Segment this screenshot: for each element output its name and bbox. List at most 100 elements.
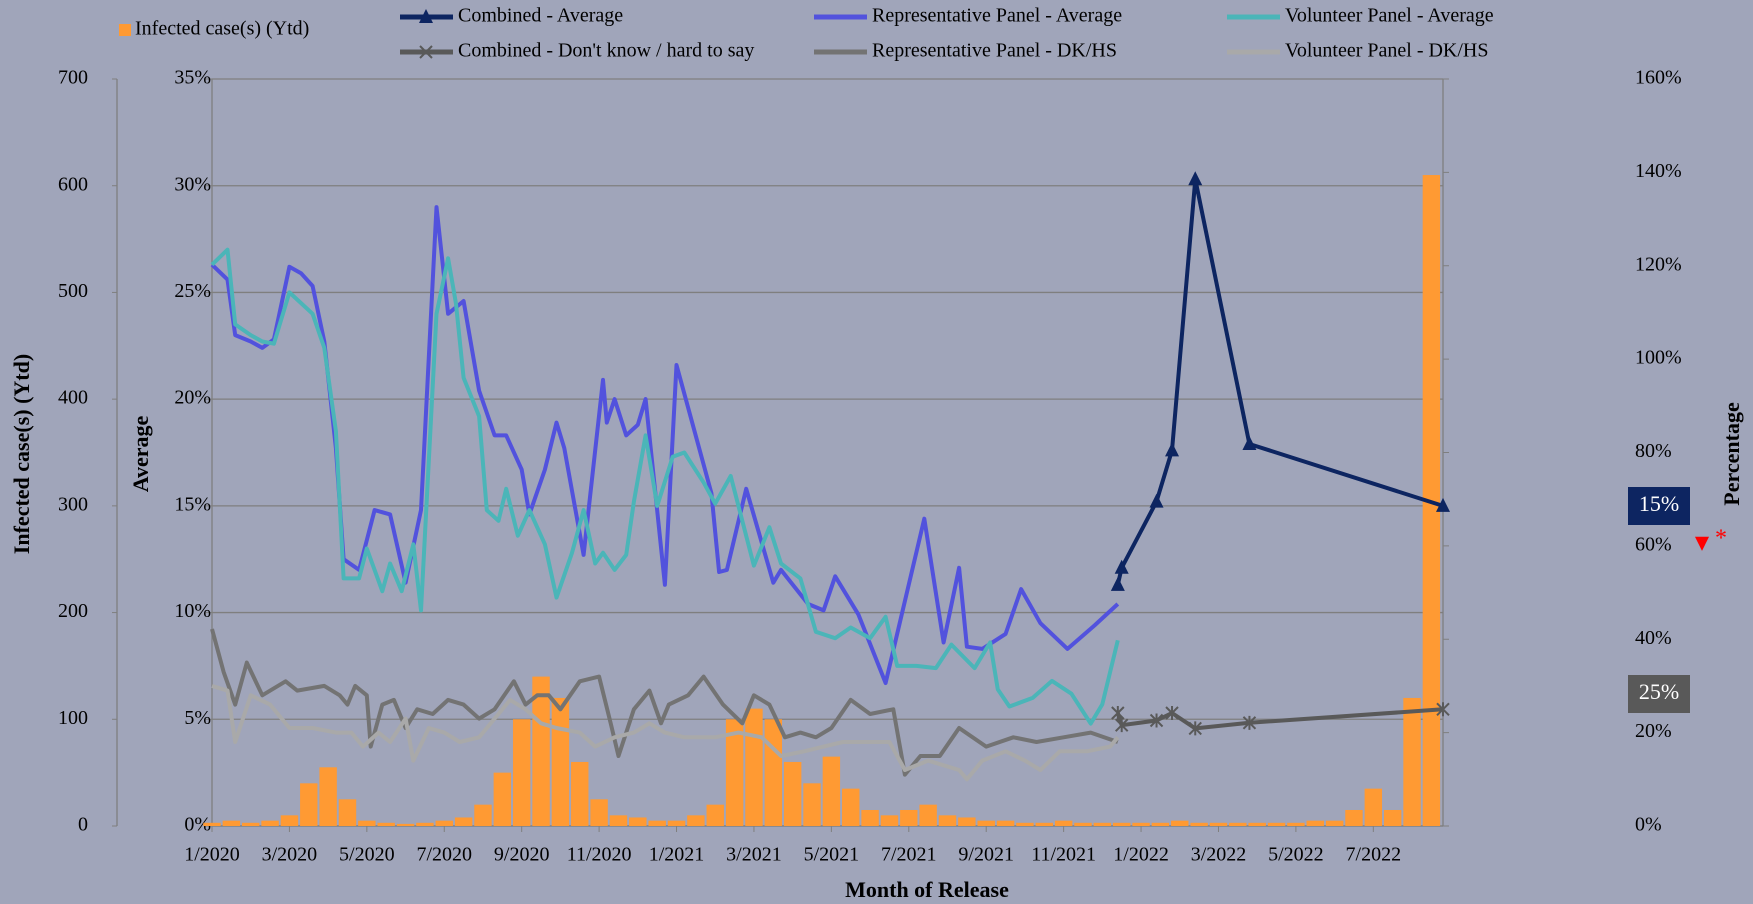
marker (1110, 576, 1125, 591)
bar (706, 804, 724, 826)
x-tick-label: 11/2021 (1031, 844, 1096, 866)
marker (1188, 721, 1202, 736)
bar (280, 815, 299, 826)
y3-tick-label: 100% (1635, 347, 1682, 369)
bar (783, 761, 802, 826)
legend-label: Volunteer Panel - Average (1285, 5, 1494, 27)
x-tick-label: 3/2020 (262, 844, 318, 866)
y2-tick-label: 35% (174, 67, 211, 89)
marker (1149, 713, 1164, 728)
bar (1171, 820, 1189, 826)
line (211, 683, 1120, 782)
bar (493, 772, 512, 826)
bar (745, 708, 763, 826)
bar (222, 820, 241, 826)
bar (861, 809, 879, 826)
bar (532, 676, 550, 826)
marker (1188, 171, 1203, 186)
x-tick-label: 3/2021 (726, 844, 782, 866)
annotation: * (1715, 526, 1727, 552)
bar (609, 815, 628, 826)
bar (1016, 822, 1034, 826)
annotation-box (1628, 487, 1690, 525)
y-tick-label: 400 (58, 387, 88, 409)
bar (1267, 822, 1286, 826)
bar (938, 815, 957, 826)
bar (590, 799, 608, 826)
annotation-box (1628, 675, 1690, 713)
bar (629, 817, 647, 826)
y-tick-label: 300 (58, 493, 88, 515)
bar (396, 823, 415, 826)
bar (880, 815, 899, 826)
x-tick-label: 1/2020 (184, 844, 240, 866)
x-tick-label: 5/2022 (1268, 844, 1324, 866)
y2-tick-label: 0% (184, 814, 211, 836)
y2-tick-label: 10% (174, 600, 211, 622)
bar (764, 719, 783, 826)
bar (1054, 820, 1073, 826)
y3-tick-label: 20% (1635, 720, 1672, 742)
marker (1242, 435, 1257, 450)
y2-tick-label: 25% (174, 280, 211, 302)
bar (1035, 822, 1053, 826)
x-axis-title: Month of Release (845, 877, 1009, 902)
bar (242, 822, 260, 826)
marker (1114, 718, 1129, 733)
bar (1345, 809, 1363, 826)
bar (803, 783, 821, 826)
bar (358, 820, 376, 826)
bar (300, 783, 318, 826)
bar (725, 719, 744, 826)
legend-label: Representative Panel - Average (872, 5, 1122, 27)
y3-tick-label: 160% (1635, 67, 1682, 89)
bar (687, 815, 705, 826)
bar (958, 817, 976, 826)
x-tick-label: 5/2021 (804, 844, 860, 866)
bar (1151, 822, 1170, 826)
bar (1287, 822, 1305, 826)
y3-tick-label: 40% (1635, 627, 1672, 649)
legend-marker (419, 45, 433, 59)
bar (454, 817, 473, 826)
x-tick-label: 1/2021 (649, 844, 705, 866)
x-tick-label: 9/2020 (494, 844, 550, 866)
bar (1190, 822, 1208, 826)
x-tick-label: 5/2020 (339, 844, 395, 866)
y3-tick-label: 120% (1635, 253, 1682, 275)
y-axis-title: Infected case(s) (Ytd) (9, 354, 34, 554)
bar (1403, 697, 1421, 826)
bar (435, 820, 453, 826)
x-tick-label: 7/2022 (1346, 844, 1402, 866)
bar (1383, 809, 1402, 826)
bar (551, 697, 570, 826)
legend-label: Representative Panel - DK/HS (872, 40, 1117, 62)
bar (1074, 822, 1092, 826)
annotation: ▼ (1690, 531, 1714, 557)
marker (1149, 493, 1164, 508)
y-tick-label: 200 (58, 600, 88, 622)
legend-marker (419, 9, 433, 23)
bar (377, 822, 395, 826)
y2-tick-label: 5% (184, 707, 211, 729)
legend-label: Volunteer Panel - DK/HS (1285, 40, 1489, 62)
bar (1248, 822, 1266, 826)
y3-tick-label: 0% (1635, 814, 1662, 836)
marker (1111, 706, 1125, 721)
line (210, 628, 1119, 777)
marker (1242, 715, 1257, 730)
y-tick-label: 100 (58, 707, 88, 729)
line (210, 247, 1120, 726)
bar (1364, 788, 1383, 826)
bar (571, 761, 589, 826)
bar (512, 719, 531, 826)
x-tick-label: 9/2021 (958, 844, 1014, 866)
y3-tick-label: 80% (1635, 440, 1672, 462)
marker (1436, 497, 1450, 512)
bar (1306, 820, 1324, 826)
legend-swatch (119, 24, 131, 36)
y3-axis-title: Percentage (1719, 402, 1744, 506)
bar (648, 820, 666, 826)
bar (822, 756, 841, 826)
